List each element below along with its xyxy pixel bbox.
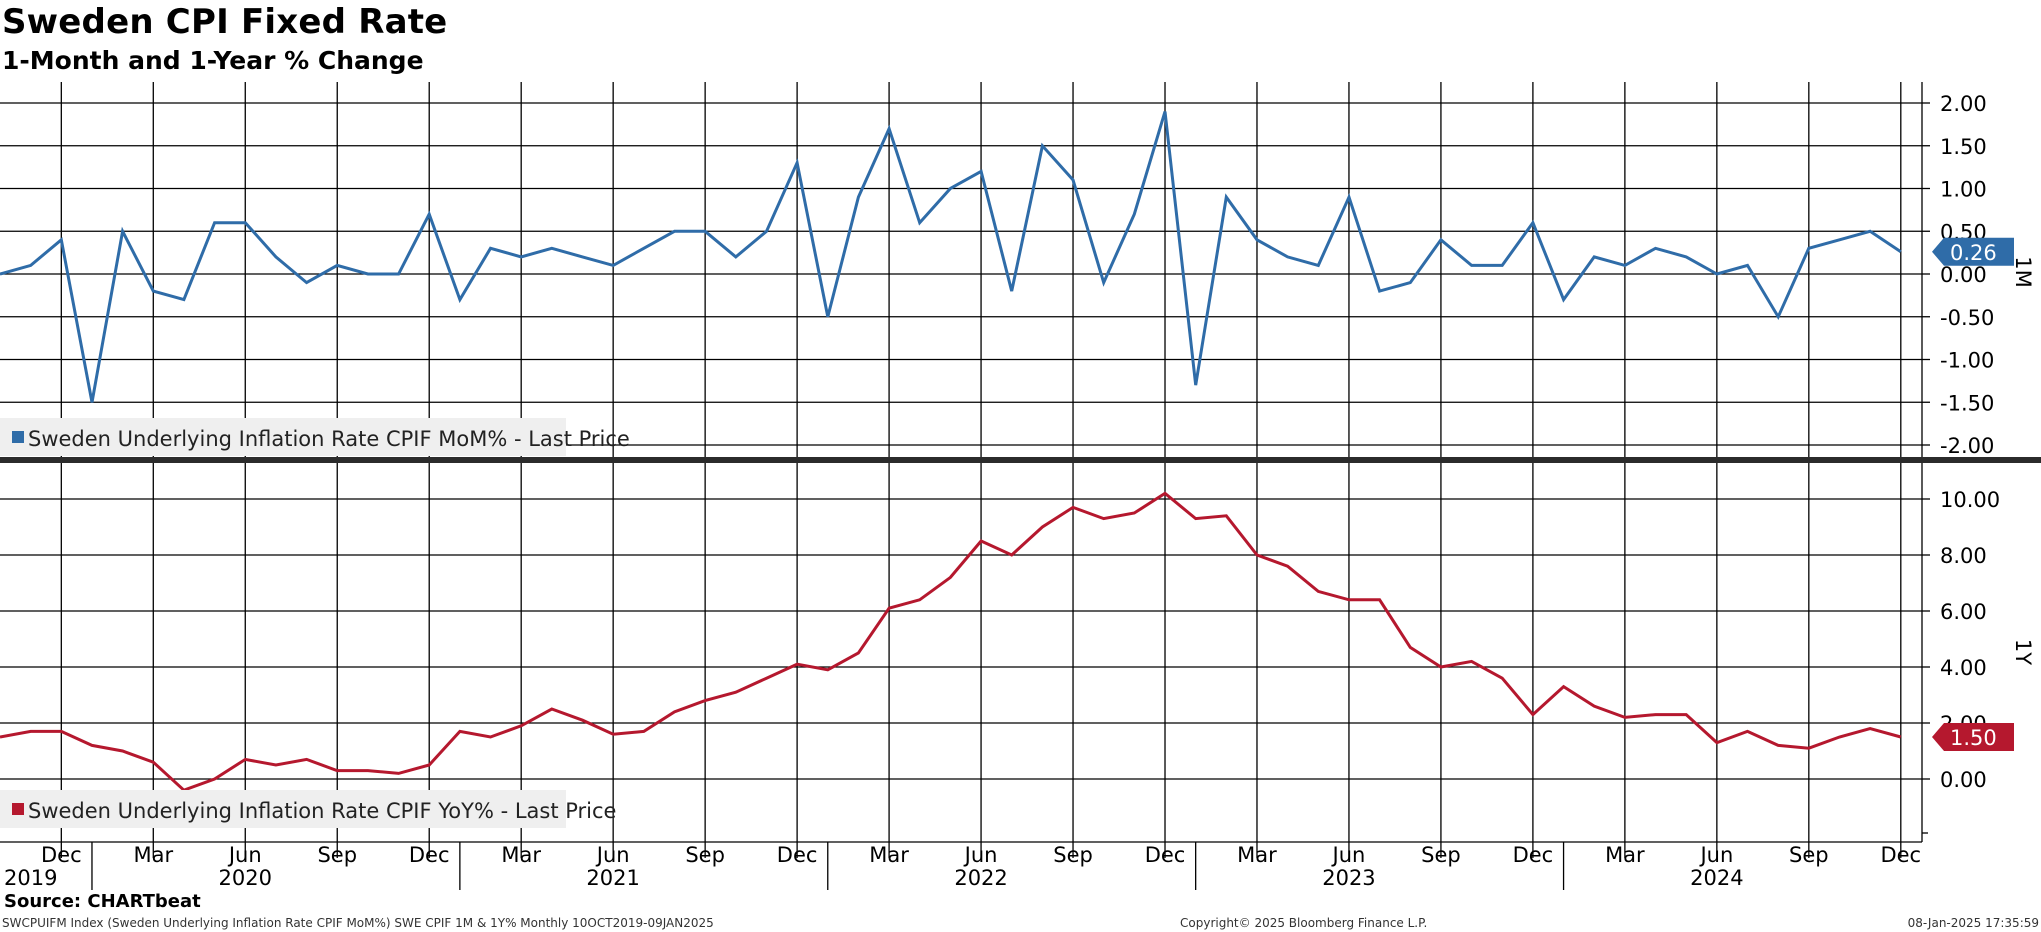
x-year-label: 2024 bbox=[1690, 866, 1743, 890]
legend-swatch bbox=[12, 431, 24, 443]
last-value-label: 1.50 bbox=[1950, 726, 1997, 750]
y-tick-label: 10.00 bbox=[1940, 488, 2000, 512]
x-year-label: 2019 bbox=[4, 866, 57, 890]
x-tick-label: Dec bbox=[1145, 843, 1186, 867]
x-tick-label: Sep bbox=[1789, 843, 1829, 867]
x-tick-label: Mar bbox=[869, 843, 909, 867]
legend-label: Sweden Underlying Inflation Rate CPIF Yo… bbox=[28, 799, 616, 823]
y-tick-label: 6.00 bbox=[1940, 600, 1987, 624]
y-axis-label: 1Y bbox=[2011, 639, 2035, 665]
x-tick-label: Jun bbox=[963, 843, 998, 867]
y-tick-label: -2.00 bbox=[1940, 434, 1994, 458]
last-value-tag bbox=[1932, 237, 2014, 266]
legend-box bbox=[0, 790, 566, 828]
x-year-label: 2021 bbox=[586, 866, 639, 890]
x-tick-label: Sep bbox=[685, 843, 725, 867]
y-tick-label: 0.00 bbox=[1940, 768, 1987, 792]
x-tick-label: Jun bbox=[227, 843, 262, 867]
x-tick-label: Mar bbox=[1237, 843, 1277, 867]
y-tick-label: -1.50 bbox=[1940, 391, 1994, 415]
y-tick-label: 2.00 bbox=[1940, 92, 1987, 116]
y-tick-label: 8.00 bbox=[1940, 544, 1987, 568]
legend-box bbox=[0, 418, 566, 456]
y-tick-label: 1.00 bbox=[1940, 178, 1987, 202]
x-tick-label: Dec bbox=[409, 843, 450, 867]
copyright-notice: Copyright© 2025 Bloomberg Finance L.P. bbox=[1180, 916, 1428, 930]
x-tick-label: Mar bbox=[1605, 843, 1645, 867]
series-line bbox=[0, 111, 1902, 403]
x-tick-label: Jun bbox=[1698, 843, 1733, 867]
ticker-info: SWCPUIFM Index (Sweden Underlying Inflat… bbox=[2, 916, 714, 930]
timestamp: 08-Jan-2025 17:35:59 bbox=[1907, 916, 2039, 930]
x-tick-label: Sep bbox=[1053, 843, 1093, 867]
y-tick-label: -0.50 bbox=[1940, 306, 1994, 330]
chart-title: Sweden CPI Fixed Rate bbox=[2, 2, 448, 42]
source-label: Source: CHARTbeat bbox=[4, 891, 201, 912]
x-year-label: 2020 bbox=[219, 866, 272, 890]
x-tick-label: Sep bbox=[1421, 843, 1461, 867]
x-tick-label: Dec bbox=[41, 843, 82, 867]
series-line bbox=[0, 491, 1902, 792]
x-year-label: 2023 bbox=[1322, 866, 1375, 890]
x-tick-label: Dec bbox=[777, 843, 818, 867]
chart-subtitle: 1-Month and 1-Year % Change bbox=[2, 46, 424, 75]
y-tick-label: -1.00 bbox=[1940, 349, 1994, 373]
y-tick-label: 4.00 bbox=[1940, 656, 1987, 680]
legend-label: Sweden Underlying Inflation Rate CPIF Mo… bbox=[28, 427, 630, 451]
x-tick-label: Mar bbox=[501, 843, 541, 867]
y-axis-label: 1M bbox=[2011, 256, 2035, 287]
x-tick-label: Mar bbox=[133, 843, 173, 867]
x-tick-label: Sep bbox=[317, 843, 357, 867]
panel-divider bbox=[0, 457, 2041, 463]
last-value-tag bbox=[1932, 723, 2014, 751]
x-year-label: 2022 bbox=[954, 866, 1007, 890]
x-tick-label: Dec bbox=[1513, 843, 1554, 867]
x-tick-label: Jun bbox=[595, 843, 630, 867]
last-value-label: 0.26 bbox=[1950, 241, 1997, 265]
legend-swatch bbox=[12, 803, 24, 815]
y-tick-label: 1.50 bbox=[1940, 135, 1987, 159]
y-tick-label: 0.00 bbox=[1940, 263, 1987, 287]
x-tick-label: Dec bbox=[1880, 843, 1921, 867]
x-tick-label: Jun bbox=[1331, 843, 1366, 867]
